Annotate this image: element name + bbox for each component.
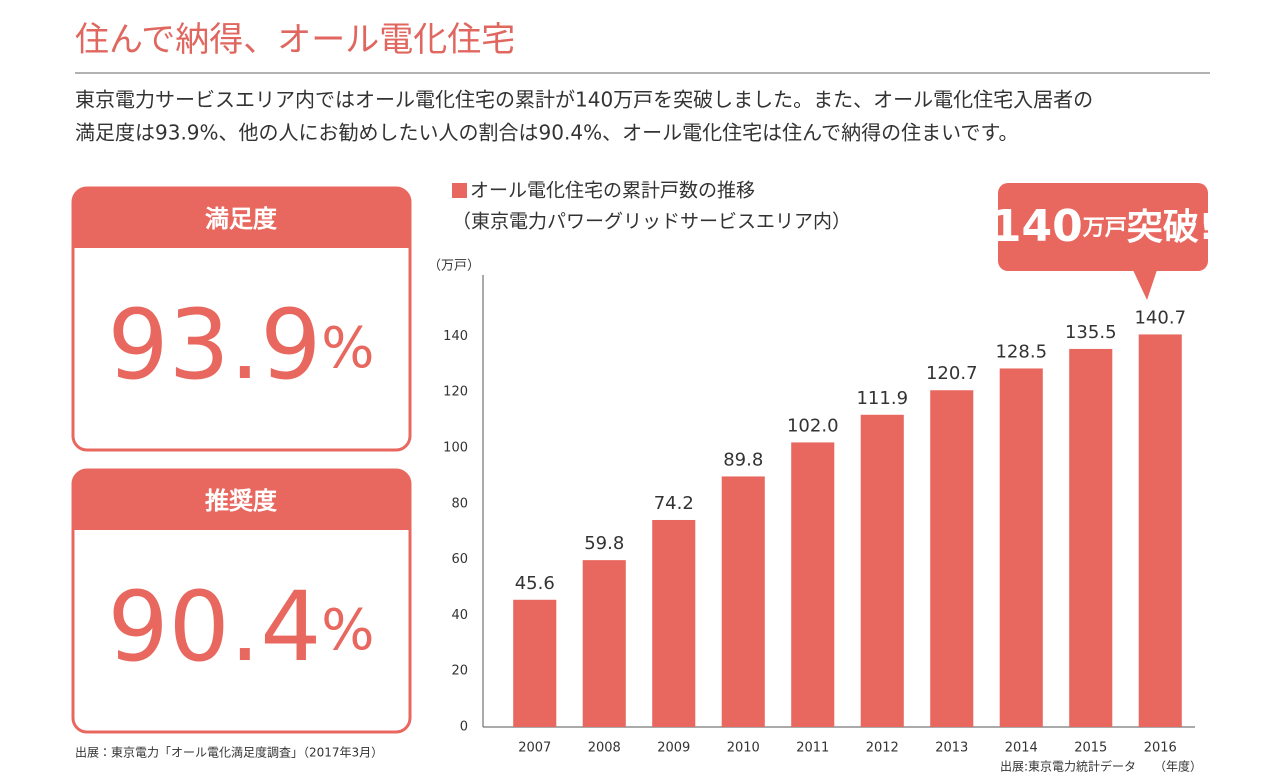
bar <box>930 390 974 727</box>
bar <box>1069 348 1113 727</box>
y-tick-label: 60 <box>451 552 468 567</box>
x-tick-label: 2008 <box>588 741 621 756</box>
value-label: 128.5 <box>995 341 1047 362</box>
intro-line: 満足度は93.9%、他の人にお勧めしたい人の割合は90.4%、オール電化住宅は住… <box>75 121 1018 145</box>
chart-subtitle: （東京電力パワーグリッドサービスエリア内） <box>452 211 851 233</box>
value-label: 102.0 <box>787 415 839 436</box>
bar <box>652 519 696 727</box>
card-label: 推奨度 <box>205 487 277 515</box>
x-tick-label: 2009 <box>657 741 690 756</box>
intro-line: 東京電力サービスエリア内ではオール電化住宅の累計が140万戸を突破しました。また… <box>75 88 1093 112</box>
card-unit: % <box>321 316 374 381</box>
y-tick-label: 0 <box>460 720 468 735</box>
card: 推奨度 90.4% <box>71 468 412 734</box>
x-tick-label: 2014 <box>1005 741 1038 756</box>
x-tick-label: 2013 <box>935 741 968 756</box>
callout-text: 140万戸突破! <box>991 201 1215 252</box>
y-tick-label: 40 <box>451 608 468 623</box>
y-tick-label: 120 <box>443 385 468 400</box>
bar <box>791 442 835 727</box>
bar <box>1138 334 1182 727</box>
card-unit: % <box>321 598 374 663</box>
bar <box>513 599 557 727</box>
callout-pointer <box>1133 270 1157 300</box>
bar <box>721 476 765 727</box>
card-header <box>73 470 410 530</box>
value-label: 74.2 <box>654 493 694 514</box>
y-tick-label: 100 <box>443 440 468 455</box>
callout-box <box>998 183 1208 271</box>
callout: 140万戸突破! <box>991 183 1215 300</box>
value-label: 140.7 <box>1134 307 1186 328</box>
card-header <box>73 188 410 248</box>
value-label: 45.6 <box>515 573 555 594</box>
y-tick-label: 140 <box>443 329 468 344</box>
x-tick-label: 2010 <box>727 741 760 756</box>
card-number: 93.9 <box>108 289 322 401</box>
card-number: 90.4 <box>108 571 322 683</box>
x-tick-label: 2011 <box>796 741 829 756</box>
x-tick-label: 2012 <box>866 741 899 756</box>
y-axis-label: （万戸） <box>428 259 480 274</box>
value-label: 135.5 <box>1065 322 1117 343</box>
x-axis-label: （年度） <box>1154 760 1202 774</box>
value-label: 120.7 <box>926 363 978 384</box>
card-value: 90.4% <box>108 571 375 683</box>
value-label: 111.9 <box>856 388 908 409</box>
callout-number: 140 <box>991 201 1083 252</box>
bar <box>999 368 1043 727</box>
x-tick-label: 2016 <box>1144 741 1177 756</box>
callout-unit: 万戸 <box>1082 216 1127 241</box>
chart-title: オール電化住宅の累計戸数の推移 <box>470 180 755 202</box>
card: 満足度 93.9% <box>71 186 412 452</box>
y-tick-label: 80 <box>451 496 468 511</box>
x-tick-label: 2015 <box>1074 741 1107 756</box>
bar <box>860 414 904 727</box>
title-marker <box>452 183 467 198</box>
value-label: 59.8 <box>584 533 624 554</box>
source-note: 出展：東京電力「オール電化満足度調査」（2017年3月） <box>75 746 383 760</box>
y-tick-label: 20 <box>451 664 468 679</box>
card-value: 93.9% <box>108 289 375 401</box>
value-label: 89.8 <box>723 449 763 470</box>
source-note: 出展:東京電力統計データ <box>1000 759 1136 774</box>
card-label: 満足度 <box>205 205 277 233</box>
page-title: 住んで納得、オール電化住宅 <box>75 20 515 60</box>
x-tick-label: 2007 <box>518 741 551 756</box>
bar <box>582 560 626 727</box>
callout-word: 突破! <box>1127 207 1215 248</box>
